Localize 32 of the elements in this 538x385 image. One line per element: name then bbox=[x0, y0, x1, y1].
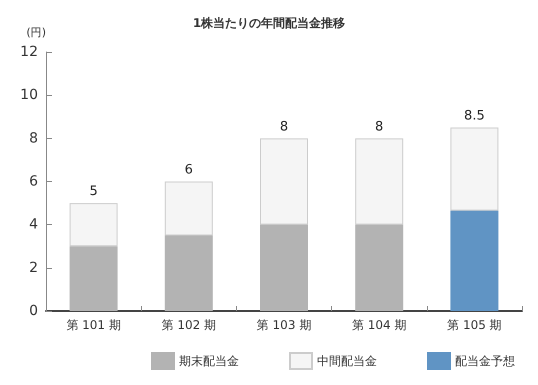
bar bbox=[260, 138, 308, 225]
legend-label: 期末配当金 bbox=[179, 354, 239, 368]
x-tick-label: 第 105 期 bbox=[447, 318, 502, 332]
y-tick-label: 6 bbox=[29, 174, 38, 190]
legend-label: 配当金予想 bbox=[455, 354, 515, 368]
total-label: 5 bbox=[89, 184, 98, 200]
bar bbox=[164, 235, 213, 311]
y-tick-label: 4 bbox=[29, 216, 38, 233]
total-label: 8 bbox=[280, 119, 288, 134]
x-tick-label: 第 103 期 bbox=[256, 318, 312, 332]
y-tick-label: 2 bbox=[29, 260, 38, 276]
y-tick-label: 10 bbox=[20, 87, 38, 104]
bar bbox=[70, 246, 118, 311]
y-tick-label: 0 bbox=[29, 303, 38, 319]
total-label: 8.5 bbox=[464, 108, 485, 124]
bar bbox=[450, 210, 498, 311]
y-axis-title: (円) bbox=[26, 26, 46, 39]
x-tick-label: 第 101 期 bbox=[66, 318, 121, 332]
total-label: 8 bbox=[375, 119, 384, 134]
x-tick-label: 第 104 期 bbox=[352, 318, 406, 332]
y-tick-label: 8 bbox=[29, 130, 38, 146]
legend-label: 中間配当金 bbox=[317, 354, 377, 368]
total-label: 6 bbox=[184, 162, 193, 178]
bar bbox=[450, 128, 498, 211]
bar bbox=[355, 138, 404, 225]
bar bbox=[70, 203, 118, 246]
bar bbox=[260, 224, 308, 311]
bar bbox=[355, 224, 404, 311]
x-tick-label: 第 102 期 bbox=[162, 318, 216, 332]
chart-title: 1株当たりの年間配当金推移 bbox=[192, 16, 346, 30]
bar bbox=[164, 182, 213, 236]
y-tick-label: 12 bbox=[20, 44, 38, 60]
